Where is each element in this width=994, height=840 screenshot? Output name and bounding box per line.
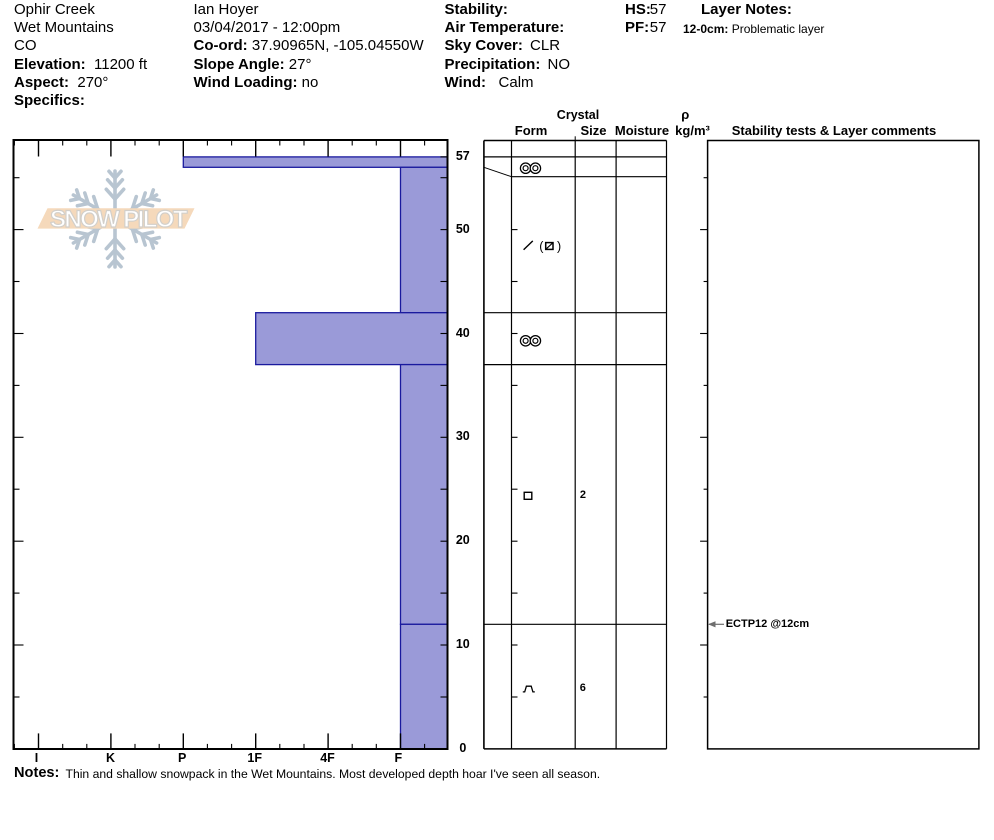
svg-text:): ) [557,240,561,254]
svg-text:(: ( [539,240,544,254]
svg-text:SNOW PILOT: SNOW PILOT [50,206,189,233]
